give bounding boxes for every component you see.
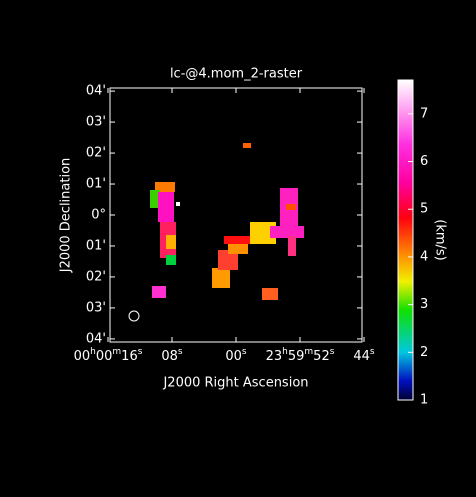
y-tick-label: 02': [86, 269, 106, 284]
x-tick-label: 44s: [353, 347, 375, 364]
colorbar: [397, 79, 414, 401]
x-tick-label: 08s: [161, 347, 183, 364]
colorbar-tick-label: 7: [420, 106, 428, 121]
x-tick-label: 23h59m52s: [266, 347, 335, 364]
chart-title: lc-@4.mom_2-raster: [170, 67, 303, 82]
colorbar-tick-label: 2: [420, 345, 428, 360]
plot-frame: [109, 87, 363, 343]
y-tick-label: 0°: [91, 208, 106, 223]
x-tick-label: 00s: [225, 347, 247, 364]
colorbar-tick-label: 4: [420, 249, 428, 264]
y-tick-label: 04': [86, 331, 106, 346]
y-tick-label: 01': [86, 238, 106, 253]
colorbar-tick-label: 1: [420, 393, 428, 408]
y-axis-label: J2000 Declination: [59, 158, 74, 274]
emission: [128, 143, 304, 322]
x-tick-label: 00h00m16s: [74, 347, 143, 364]
y-tick-label: 03': [86, 115, 106, 130]
y-tick-label: 03': [86, 300, 106, 315]
colorbar-label: (km/s): [433, 219, 448, 261]
y-tick-label: 02': [86, 146, 106, 161]
colorbar-tick-label: 3: [420, 297, 428, 312]
y-tick-label: 01': [86, 177, 106, 192]
x-axis-label: J2000 Right Ascension: [162, 376, 308, 391]
y-tick-label: 04': [86, 84, 106, 99]
colorbar-tick-label: 6: [420, 154, 428, 169]
colorbar-tick-label: 5: [420, 202, 428, 217]
